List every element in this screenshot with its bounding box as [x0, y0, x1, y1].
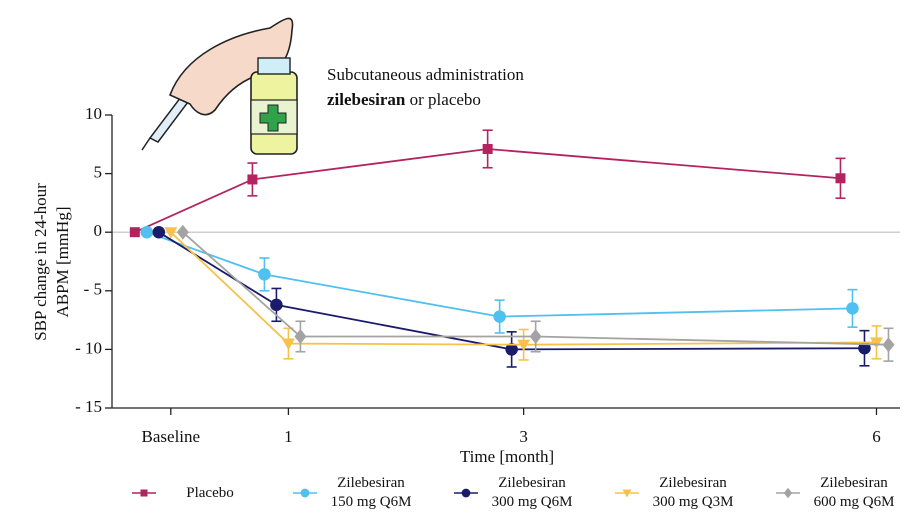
x-tick-label: 1	[284, 427, 293, 446]
marker	[882, 337, 894, 352]
marker	[462, 489, 471, 498]
marker	[270, 299, 283, 312]
marker	[130, 227, 140, 237]
marker	[301, 489, 310, 498]
legend-item: Zilebesiran 300 mg Q6M	[452, 474, 578, 512]
x-tick-label: 6	[872, 427, 881, 446]
annotation-line: zilebesiran or placebo	[327, 90, 481, 109]
legend-swatch	[291, 486, 319, 500]
legend-item: Placebo	[130, 484, 256, 503]
marker	[141, 226, 154, 239]
y-tick-label: 0	[94, 221, 103, 240]
x-tick-label: Baseline	[142, 427, 201, 446]
legend-label: Zilebesiran 300 mg Q3M	[647, 474, 739, 512]
legend-label: Zilebesiran 600 mg Q6M	[808, 474, 900, 512]
legend-swatch	[452, 486, 480, 500]
legend-swatch	[613, 486, 641, 500]
y-tick-label: 10	[85, 104, 102, 123]
legend-label: Zilebesiran 150 mg Q6M	[325, 474, 417, 512]
page: Subcutaneous administration zilebesiran …	[0, 0, 904, 520]
annotation-rest: or placebo	[410, 90, 481, 109]
marker	[141, 490, 148, 497]
illustration	[142, 18, 297, 154]
x-tick-label: 3	[519, 427, 528, 446]
legend-item: Zilebesiran 300 mg Q3M	[613, 474, 739, 512]
marker	[530, 329, 542, 344]
y-tick-label: - 10	[75, 338, 102, 357]
annotation-bold: zilebesiran	[327, 90, 406, 109]
y-tick-label: - 5	[84, 280, 102, 299]
y-axis-label: SBP change in 24-hour	[31, 183, 50, 341]
marker	[493, 310, 506, 323]
legend-label: Zilebesiran 300 mg Q6M	[486, 474, 578, 512]
marker	[784, 488, 792, 499]
marker	[247, 174, 257, 184]
x-axis-label: Time [month]	[460, 447, 554, 466]
marker	[835, 173, 845, 183]
annotation-line: Subcutaneous administration	[327, 65, 524, 84]
legend: Placebo Zilebesiran 150 mg Q6M Zilebesiran…	[130, 474, 900, 512]
legend-label: Placebo	[164, 484, 256, 503]
legend-swatch	[130, 486, 158, 500]
legend-item: Zilebesiran 150 mg Q6M	[291, 474, 417, 512]
legend-item: Zilebesiran 600 mg Q6M	[774, 474, 900, 512]
y-tick-label: - 15	[75, 397, 102, 416]
legend-swatch	[774, 486, 802, 500]
marker	[153, 226, 166, 239]
marker	[294, 329, 306, 344]
marker	[258, 268, 271, 281]
chart: Subcutaneous administration zilebesiran …	[0, 0, 904, 470]
marker	[177, 225, 189, 240]
y-tick-label: 5	[94, 163, 103, 182]
y-axis-label: ABPM [mmHg]	[53, 207, 72, 318]
marker	[483, 144, 493, 154]
marker	[846, 302, 859, 315]
